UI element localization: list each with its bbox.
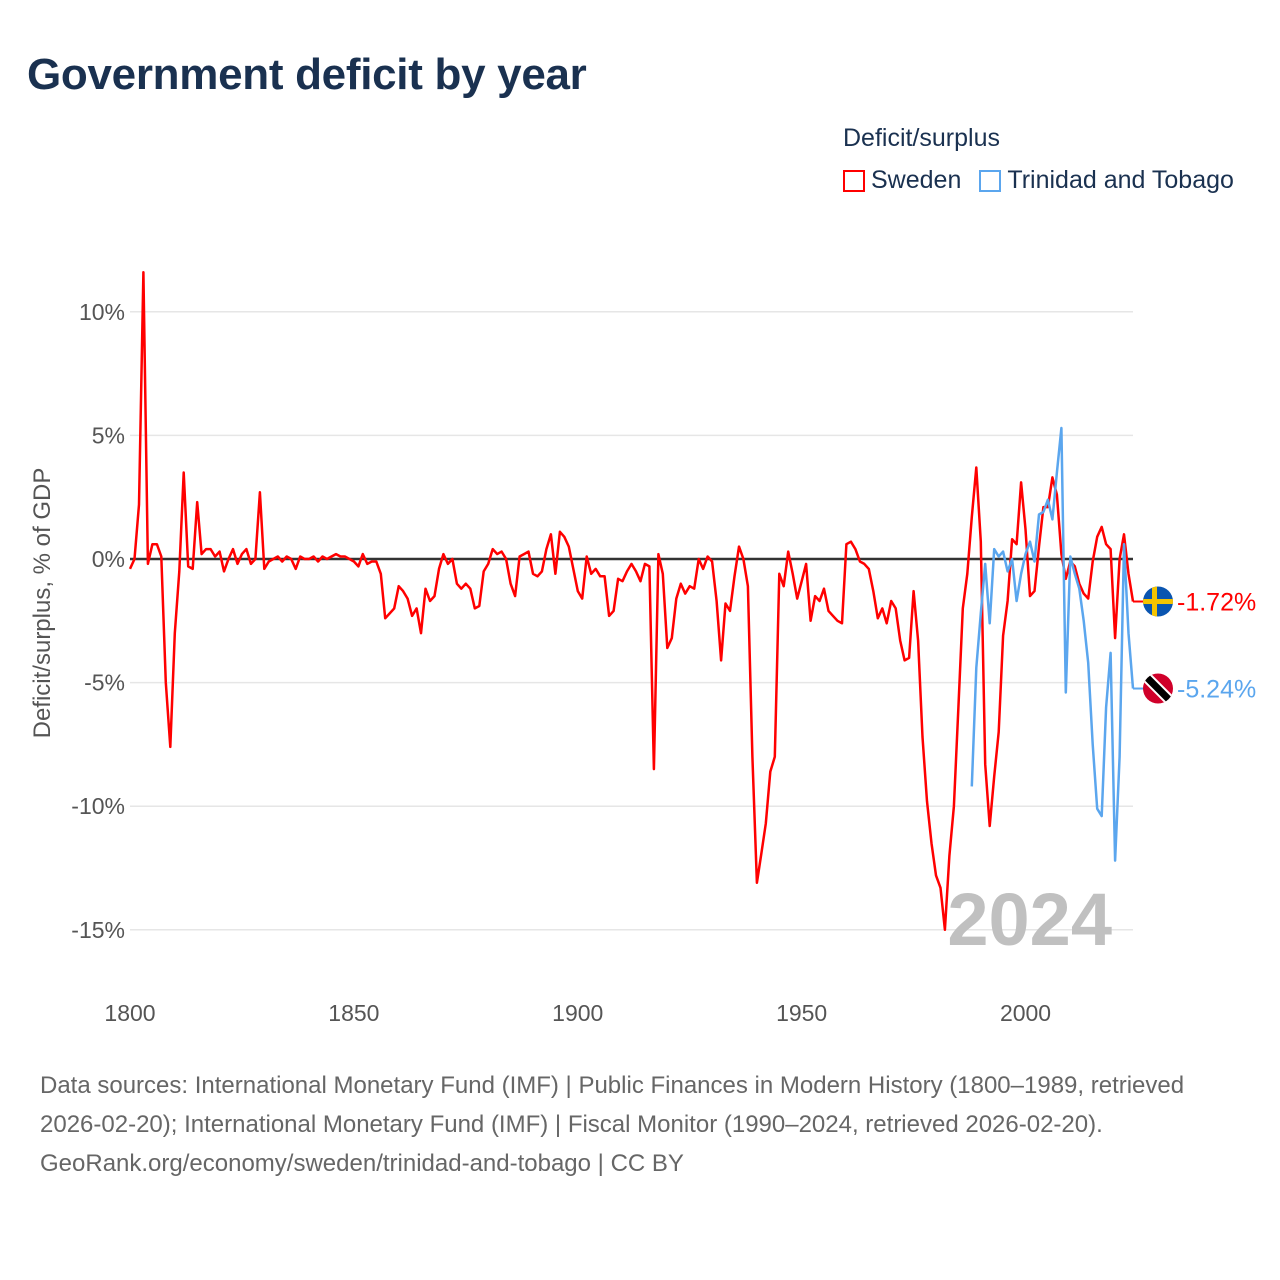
credit-link[interactable]: GeoRank.org/economy/sweden/trinidad-and-…	[40, 1150, 684, 1177]
y-axis-label: Deficit/surplus, % of GDP	[29, 468, 56, 739]
x-tick-label: 1950	[776, 1000, 827, 1026]
x-tick-label: 1900	[552, 1000, 603, 1026]
y-tick-label: -15%	[71, 917, 125, 943]
legend-label-sweden: Sweden	[871, 166, 962, 194]
x-tick-label: 2000	[1000, 1000, 1051, 1026]
y-tick-label: 0%	[92, 546, 125, 572]
footer: Data sources: International Monetary Fun…	[40, 1066, 1240, 1183]
series-line-sweden[interactable]	[128, 270, 1135, 932]
legend-swatch-sweden	[843, 169, 865, 192]
x-tick-label: 1850	[328, 1000, 379, 1026]
end-value-label: -5.24%	[1177, 676, 1256, 704]
series-line-trinidad-and-tobago[interactable]	[970, 426, 1135, 862]
trinidad-and-tobago-flag-icon	[1143, 673, 1173, 704]
legend-item-trinidad[interactable]: Trinidad and Tobago	[979, 166, 1234, 195]
legend-title: Deficit/surplus	[843, 124, 1000, 152]
y-tick-label: -5%	[84, 670, 125, 696]
sweden-flag-icon	[1143, 586, 1173, 617]
y-tick-label: -10%	[71, 793, 125, 819]
chart: 10%5%0%-5%-10%-15% 1800 1850 1900 1950 2000 …	[29, 270, 1256, 1026]
legend-item-sweden[interactable]: Sweden	[843, 166, 961, 195]
legend: Sweden Trinidad and Tobago	[843, 166, 1234, 195]
y-tick-label: 10%	[79, 299, 125, 325]
y-tick-label: 5%	[92, 422, 125, 448]
watermark-year: 2024	[947, 878, 1112, 961]
x-tick-label: 1800	[104, 1000, 155, 1026]
legend-label-trinidad: Trinidad and Tobago	[1007, 166, 1234, 194]
chart-title: Government deficit by year	[27, 50, 587, 99]
end-value-label: -1.72%	[1177, 589, 1256, 617]
data-sources: Data sources: International Monetary Fun…	[40, 1072, 1185, 1138]
legend-swatch-trinidad	[979, 169, 1002, 192]
